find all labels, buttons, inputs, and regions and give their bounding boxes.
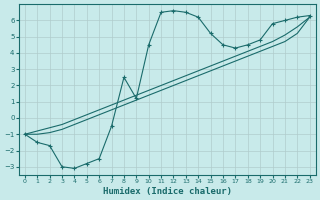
X-axis label: Humidex (Indice chaleur): Humidex (Indice chaleur) [103, 187, 232, 196]
